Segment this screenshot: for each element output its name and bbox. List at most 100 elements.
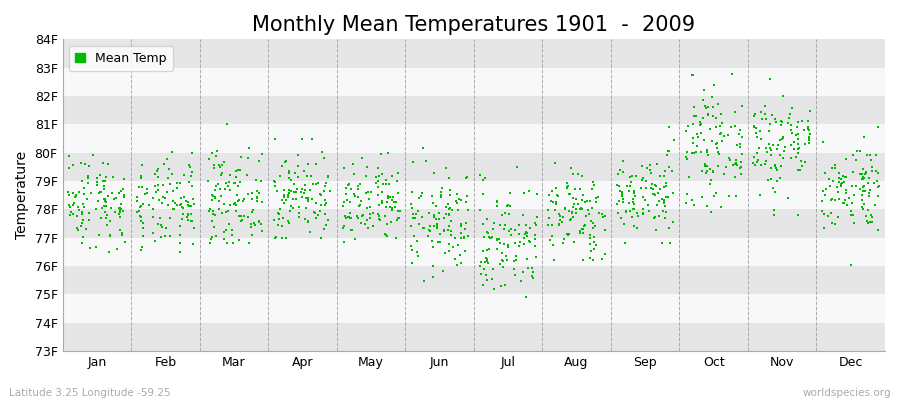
Point [498,210,512,216]
Bar [62,153,885,181]
Point [410,238,425,244]
Point [582,198,597,204]
Point [303,186,318,193]
Point [761,141,776,147]
Point [758,161,772,168]
Point [410,252,425,259]
Point [282,187,296,194]
Point [458,199,473,205]
Point [747,112,761,119]
Point [760,149,774,156]
Point [773,174,788,181]
Point [565,208,580,215]
Point [774,163,788,170]
Point [269,234,284,240]
Point [368,174,382,180]
Point [146,214,160,220]
Point [441,206,455,212]
Point [856,176,870,182]
Point [836,200,850,206]
Point [346,161,360,167]
Point [342,199,356,205]
Point [590,199,604,205]
Point [76,217,91,224]
Point [579,212,593,219]
Point [611,171,625,178]
Point [301,198,315,204]
Point [72,189,86,195]
Point [862,193,877,200]
Point [252,219,266,225]
Point [861,175,876,181]
Point [339,197,354,204]
Point [763,76,778,82]
Point [285,196,300,202]
Point [67,162,81,168]
Point [414,192,428,199]
Y-axis label: Temperature: Temperature [15,151,29,239]
Point [801,126,815,132]
Point [436,215,451,222]
Point [637,197,652,203]
Point [318,183,332,189]
Point [70,224,85,231]
Point [574,206,589,212]
Point [276,192,291,198]
Point [583,232,598,238]
Point [648,192,662,198]
Point [508,272,522,278]
Point [158,232,172,239]
Point [271,210,285,216]
Point [804,130,818,137]
Point [220,182,235,189]
Point [430,222,445,229]
Point [659,180,673,186]
Point [442,241,456,247]
Point [405,189,419,196]
Point [179,214,194,220]
Point [110,246,124,252]
Point [562,230,576,237]
Point [816,188,831,194]
Point [163,233,177,239]
Point [429,222,444,228]
Point [351,182,365,189]
Point [117,176,131,182]
Point [761,128,776,134]
Point [596,214,610,220]
Point [838,156,852,162]
Point [355,213,369,219]
Point [565,214,580,220]
Point [228,200,242,206]
Point [523,225,537,231]
Point [425,238,439,244]
Point [436,268,451,274]
Point [501,228,516,234]
Point [75,178,89,184]
Point [803,108,817,114]
Point [752,192,767,198]
Bar [62,238,885,266]
Point [67,190,81,196]
Point [498,222,512,228]
Point [730,162,744,168]
Point [503,203,517,210]
Point [849,183,863,189]
Point [562,208,576,214]
Point [76,201,90,208]
Point [509,164,524,171]
Point [800,118,814,124]
Point [99,174,113,180]
Bar [62,124,885,153]
Point [645,186,660,192]
Point [282,190,296,196]
Point [665,190,680,196]
Point [773,122,788,128]
Point [457,235,472,241]
Point [630,210,644,216]
Point [785,129,799,136]
Point [441,201,455,208]
Point [217,236,231,242]
Point [82,210,96,216]
Point [853,186,868,192]
